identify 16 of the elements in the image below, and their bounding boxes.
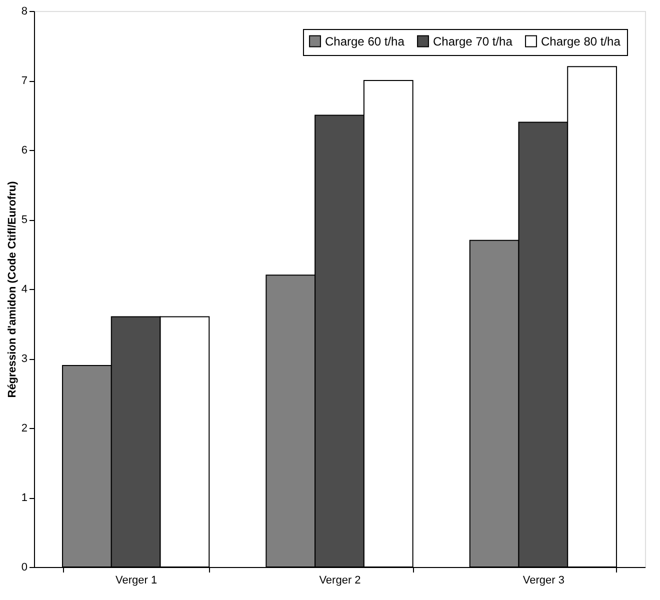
x-tick-label: Verger 3 xyxy=(522,574,564,586)
x-tick-label: Verger 2 xyxy=(319,574,361,586)
y-tick-label: 4 xyxy=(21,284,28,296)
y-tick-label: 8 xyxy=(21,6,28,18)
y-tick-label: 1 xyxy=(21,492,28,504)
legend-label: Charge 70 t/ha xyxy=(433,34,513,48)
y-tick-label: 5 xyxy=(21,214,28,226)
y-tick-label: 2 xyxy=(21,422,28,434)
y-tick-label: 3 xyxy=(21,353,28,365)
y-axis-title: Régression d'amidon (Code Ctifl/Eurofru) xyxy=(6,180,18,398)
y-tick-label: 0 xyxy=(21,562,28,574)
y-tick-label: 7 xyxy=(21,75,28,87)
y-tick-label: 6 xyxy=(21,144,28,156)
legend-label: Charge 80 t/ha xyxy=(541,34,621,48)
x-tick-label: Verger 1 xyxy=(116,574,158,586)
legend-label: Charge 60 t/ha xyxy=(325,34,405,48)
